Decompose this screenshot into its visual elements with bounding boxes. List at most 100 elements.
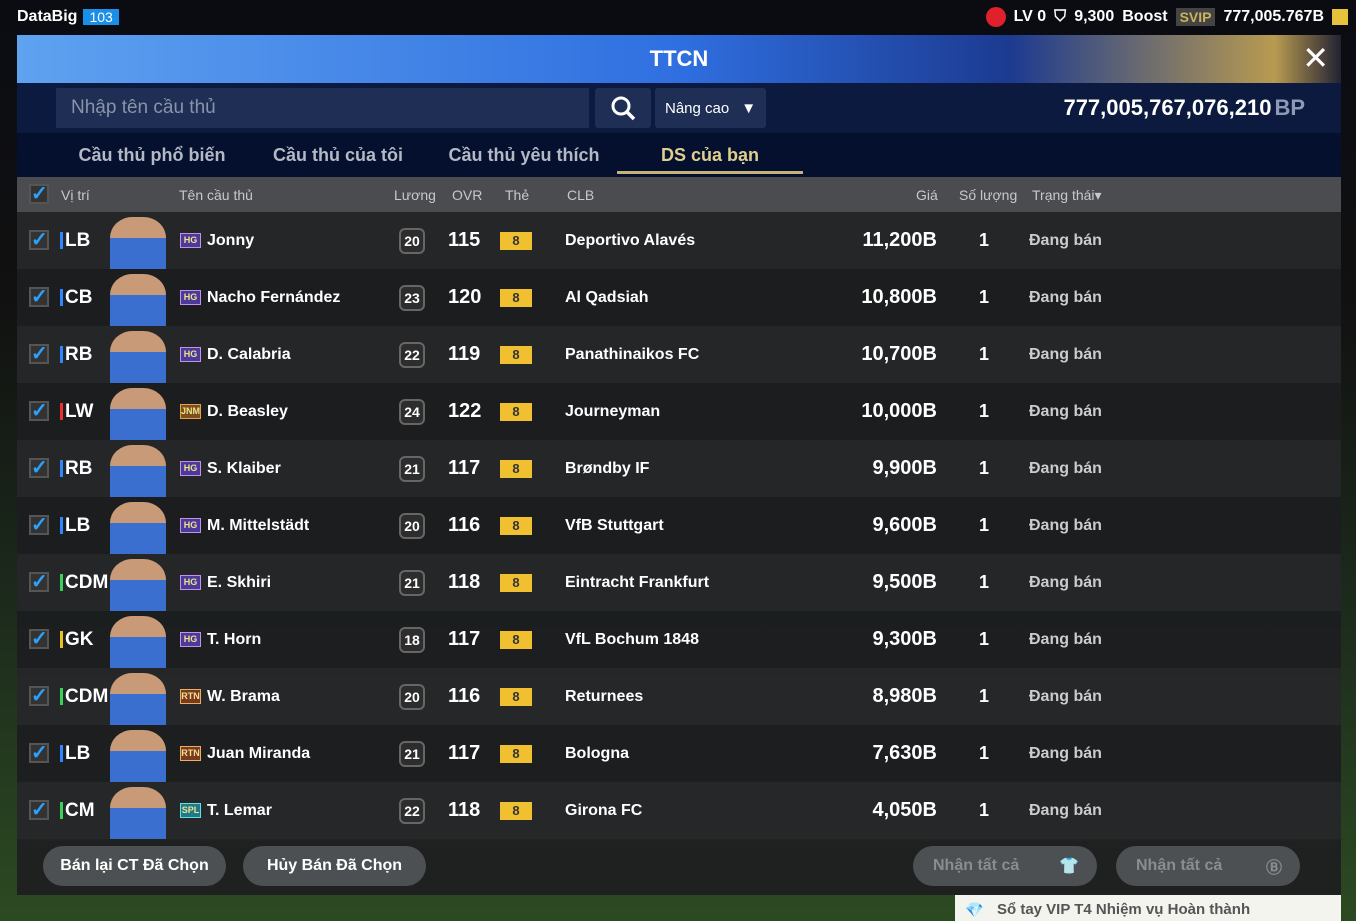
position: RB xyxy=(65,458,93,479)
table-row[interactable]: ✓ CDM HG E. Skhiri 21 118 8 Eintracht Fr… xyxy=(17,554,1341,611)
row-checkbox[interactable]: ✓ xyxy=(29,229,49,251)
status: Đang bán xyxy=(1029,403,1102,420)
position: CDM xyxy=(65,572,109,593)
status: Đang bán xyxy=(1029,574,1102,591)
ovr: 115 xyxy=(448,229,481,251)
table-row[interactable]: ✓ RB HG D. Calabria 22 119 8 Panathinaik… xyxy=(17,326,1341,383)
ovr: 119 xyxy=(448,343,481,365)
search-icon xyxy=(611,96,636,121)
season-badge: HG xyxy=(180,461,201,476)
balance: 777,005.767B xyxy=(1223,7,1324,25)
player-name[interactable]: D. Beasley xyxy=(207,403,288,420)
row-checkbox[interactable]: ✓ xyxy=(29,343,49,365)
row-checkbox[interactable]: ✓ xyxy=(29,685,49,707)
table-row[interactable]: ✓ LB RTN Juan Miranda 21 117 8 Bologna 7… xyxy=(17,725,1341,782)
player-name[interactable]: T. Lemar xyxy=(207,802,272,819)
table-row[interactable]: ✓ CDM RTN W. Brama 20 116 8 Returnees 8,… xyxy=(17,668,1341,725)
player-list: ✓ LB HG Jonny 20 115 8 Deportivo Alavés … xyxy=(17,212,1341,839)
vip-notification[interactable]: 💎 Sổ tay VIP T4 Nhiệm vụ Hoàn thành xyxy=(955,895,1341,921)
row-checkbox[interactable]: ✓ xyxy=(29,628,49,650)
player-name[interactable]: Jonny xyxy=(207,232,255,249)
col-status[interactable]: Trạng thái▾ xyxy=(1032,187,1102,203)
tab-my-players[interactable]: Cầu thủ của tôi xyxy=(273,145,403,165)
ovr: 117 xyxy=(448,457,481,479)
price: 9,500B xyxy=(872,571,938,593)
player-name[interactable]: E. Skhiri xyxy=(207,574,272,591)
col-price: Giá xyxy=(916,187,938,203)
row-checkbox[interactable]: ✓ xyxy=(29,799,49,821)
player-name[interactable]: Nacho Fernández xyxy=(207,289,341,306)
player-photo xyxy=(110,559,166,611)
card-grade: 8 xyxy=(500,232,532,250)
select-all-checkbox[interactable]: ✓ xyxy=(29,183,49,205)
tab-favorites[interactable]: Cầu thủ yêu thích xyxy=(448,145,600,165)
player-name[interactable]: T. Horn xyxy=(207,631,262,648)
search-button[interactable] xyxy=(595,88,651,128)
close-icon[interactable]: ✕ xyxy=(1302,40,1329,76)
row-checkbox[interactable]: ✓ xyxy=(29,514,49,536)
advanced-dropdown[interactable]: Nâng cao ▼ xyxy=(655,88,767,128)
table-row[interactable]: ✓ LW JNM D. Beasley 24 122 8 Journeyman … xyxy=(17,383,1341,440)
table-row[interactable]: ✓ RB HG S. Klaiber 21 117 8 Brøndby IF 9… xyxy=(17,440,1341,497)
claim-all-button-2[interactable]: Nhận tất cả Ⓑ xyxy=(1116,846,1300,886)
tab-bar: Cầu thủ phổ biến Cầu thủ của tôi Cầu thủ… xyxy=(17,133,1341,177)
ovr: 120 xyxy=(448,286,482,308)
card-grade: 8 xyxy=(500,802,532,820)
salary-badge: 21 xyxy=(399,570,425,596)
player-name[interactable]: Juan Miranda xyxy=(207,745,311,762)
table-row[interactable]: ✓ GK HG T. Horn 18 117 8 VfL Bochum 1848… xyxy=(17,611,1341,668)
player-name[interactable]: D. Calabria xyxy=(207,346,291,363)
quantity: 1 xyxy=(979,458,990,478)
club: VfL Bochum 1848 xyxy=(565,631,699,648)
col-card: Thẻ xyxy=(505,187,530,203)
season-badge: HG xyxy=(180,290,201,305)
token-icon: ⛉ xyxy=(1054,7,1067,25)
season-badge: SPL xyxy=(180,803,201,818)
price: 11,200B xyxy=(862,229,937,251)
sad-face-icon xyxy=(985,6,1006,27)
table-row[interactable]: ✓ CM SPL T. Lemar 22 118 8 Girona FC 4,0… xyxy=(17,782,1341,839)
quantity: 1 xyxy=(979,287,990,307)
claim-all-button-1[interactable]: Nhận tất cả 👕 xyxy=(913,846,1097,886)
club: Deportivo Alavés xyxy=(565,232,696,249)
footer: Bán lại CT Đã Chọn Hủy Bán Đã Chọn Nhận … xyxy=(17,841,1341,895)
player-name[interactable]: M. Mittelstädt xyxy=(207,517,310,534)
position-color-bar xyxy=(60,688,63,705)
status: Đang bán xyxy=(1029,460,1102,477)
season-badge: HG xyxy=(180,518,201,533)
row-checkbox[interactable]: ✓ xyxy=(29,742,49,764)
season-badge: HG xyxy=(180,632,201,647)
coin-icon xyxy=(1332,8,1348,25)
player-name[interactable]: S. Klaiber xyxy=(207,460,281,477)
resell-selected-button[interactable]: Bán lại CT Đã Chọn xyxy=(43,846,226,886)
row-checkbox[interactable]: ✓ xyxy=(29,571,49,593)
player-name[interactable]: W. Brama xyxy=(207,688,280,705)
club: VfB Stuttgart xyxy=(565,517,664,534)
position: LB xyxy=(65,743,91,764)
player-photo xyxy=(110,787,166,839)
tab-your-list[interactable]: DS của bạn xyxy=(617,133,803,177)
tab-popular[interactable]: Cầu thủ phổ biến xyxy=(78,145,226,165)
club: Girona FC xyxy=(565,802,643,819)
username: DataBig xyxy=(17,7,78,25)
table-row[interactable]: ✓ LB HG M. Mittelstädt 20 116 8 VfB Stut… xyxy=(17,497,1341,554)
row-checkbox[interactable]: ✓ xyxy=(29,457,49,479)
club: Al Qadsiah xyxy=(565,289,649,306)
svip-badge[interactable]: SVIP xyxy=(1175,7,1216,26)
table-row[interactable]: ✓ CB HG Nacho Fernández 23 120 8 Al Qads… xyxy=(17,269,1341,326)
row-checkbox[interactable]: ✓ xyxy=(29,286,49,308)
cancel-sale-selected-button[interactable]: Hủy Bán Đã Chọn xyxy=(243,846,426,886)
status: Đang bán xyxy=(1029,745,1102,762)
quantity: 1 xyxy=(979,743,990,763)
position-color-bar xyxy=(60,631,63,648)
row-checkbox[interactable]: ✓ xyxy=(29,400,49,422)
search-input[interactable] xyxy=(56,88,589,128)
position: LW xyxy=(65,401,94,422)
club: Bologna xyxy=(565,745,629,762)
ovr: 118 xyxy=(448,571,481,593)
lv-text: LV 0 xyxy=(1013,7,1047,25)
price: 7,630B xyxy=(872,742,938,764)
card-grade: 8 xyxy=(500,745,532,763)
table-row[interactable]: ✓ LB HG Jonny 20 115 8 Deportivo Alavés … xyxy=(17,212,1341,269)
